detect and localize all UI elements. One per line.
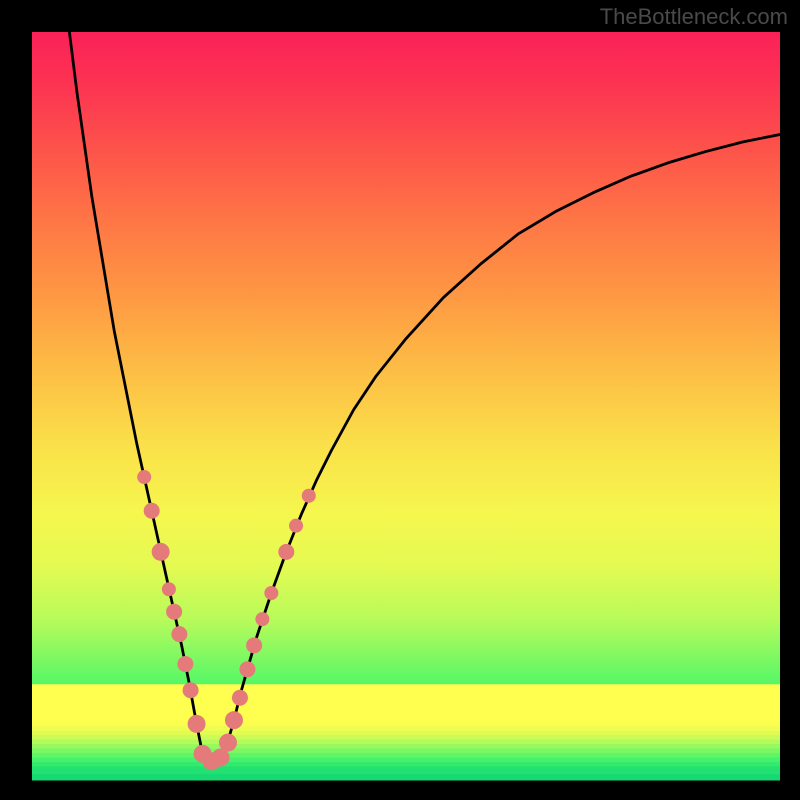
- source-watermark: TheBottleneck.com: [600, 4, 788, 30]
- bottleneck-chart: [0, 0, 800, 800]
- chart-container: TheBottleneck.com: [0, 0, 800, 800]
